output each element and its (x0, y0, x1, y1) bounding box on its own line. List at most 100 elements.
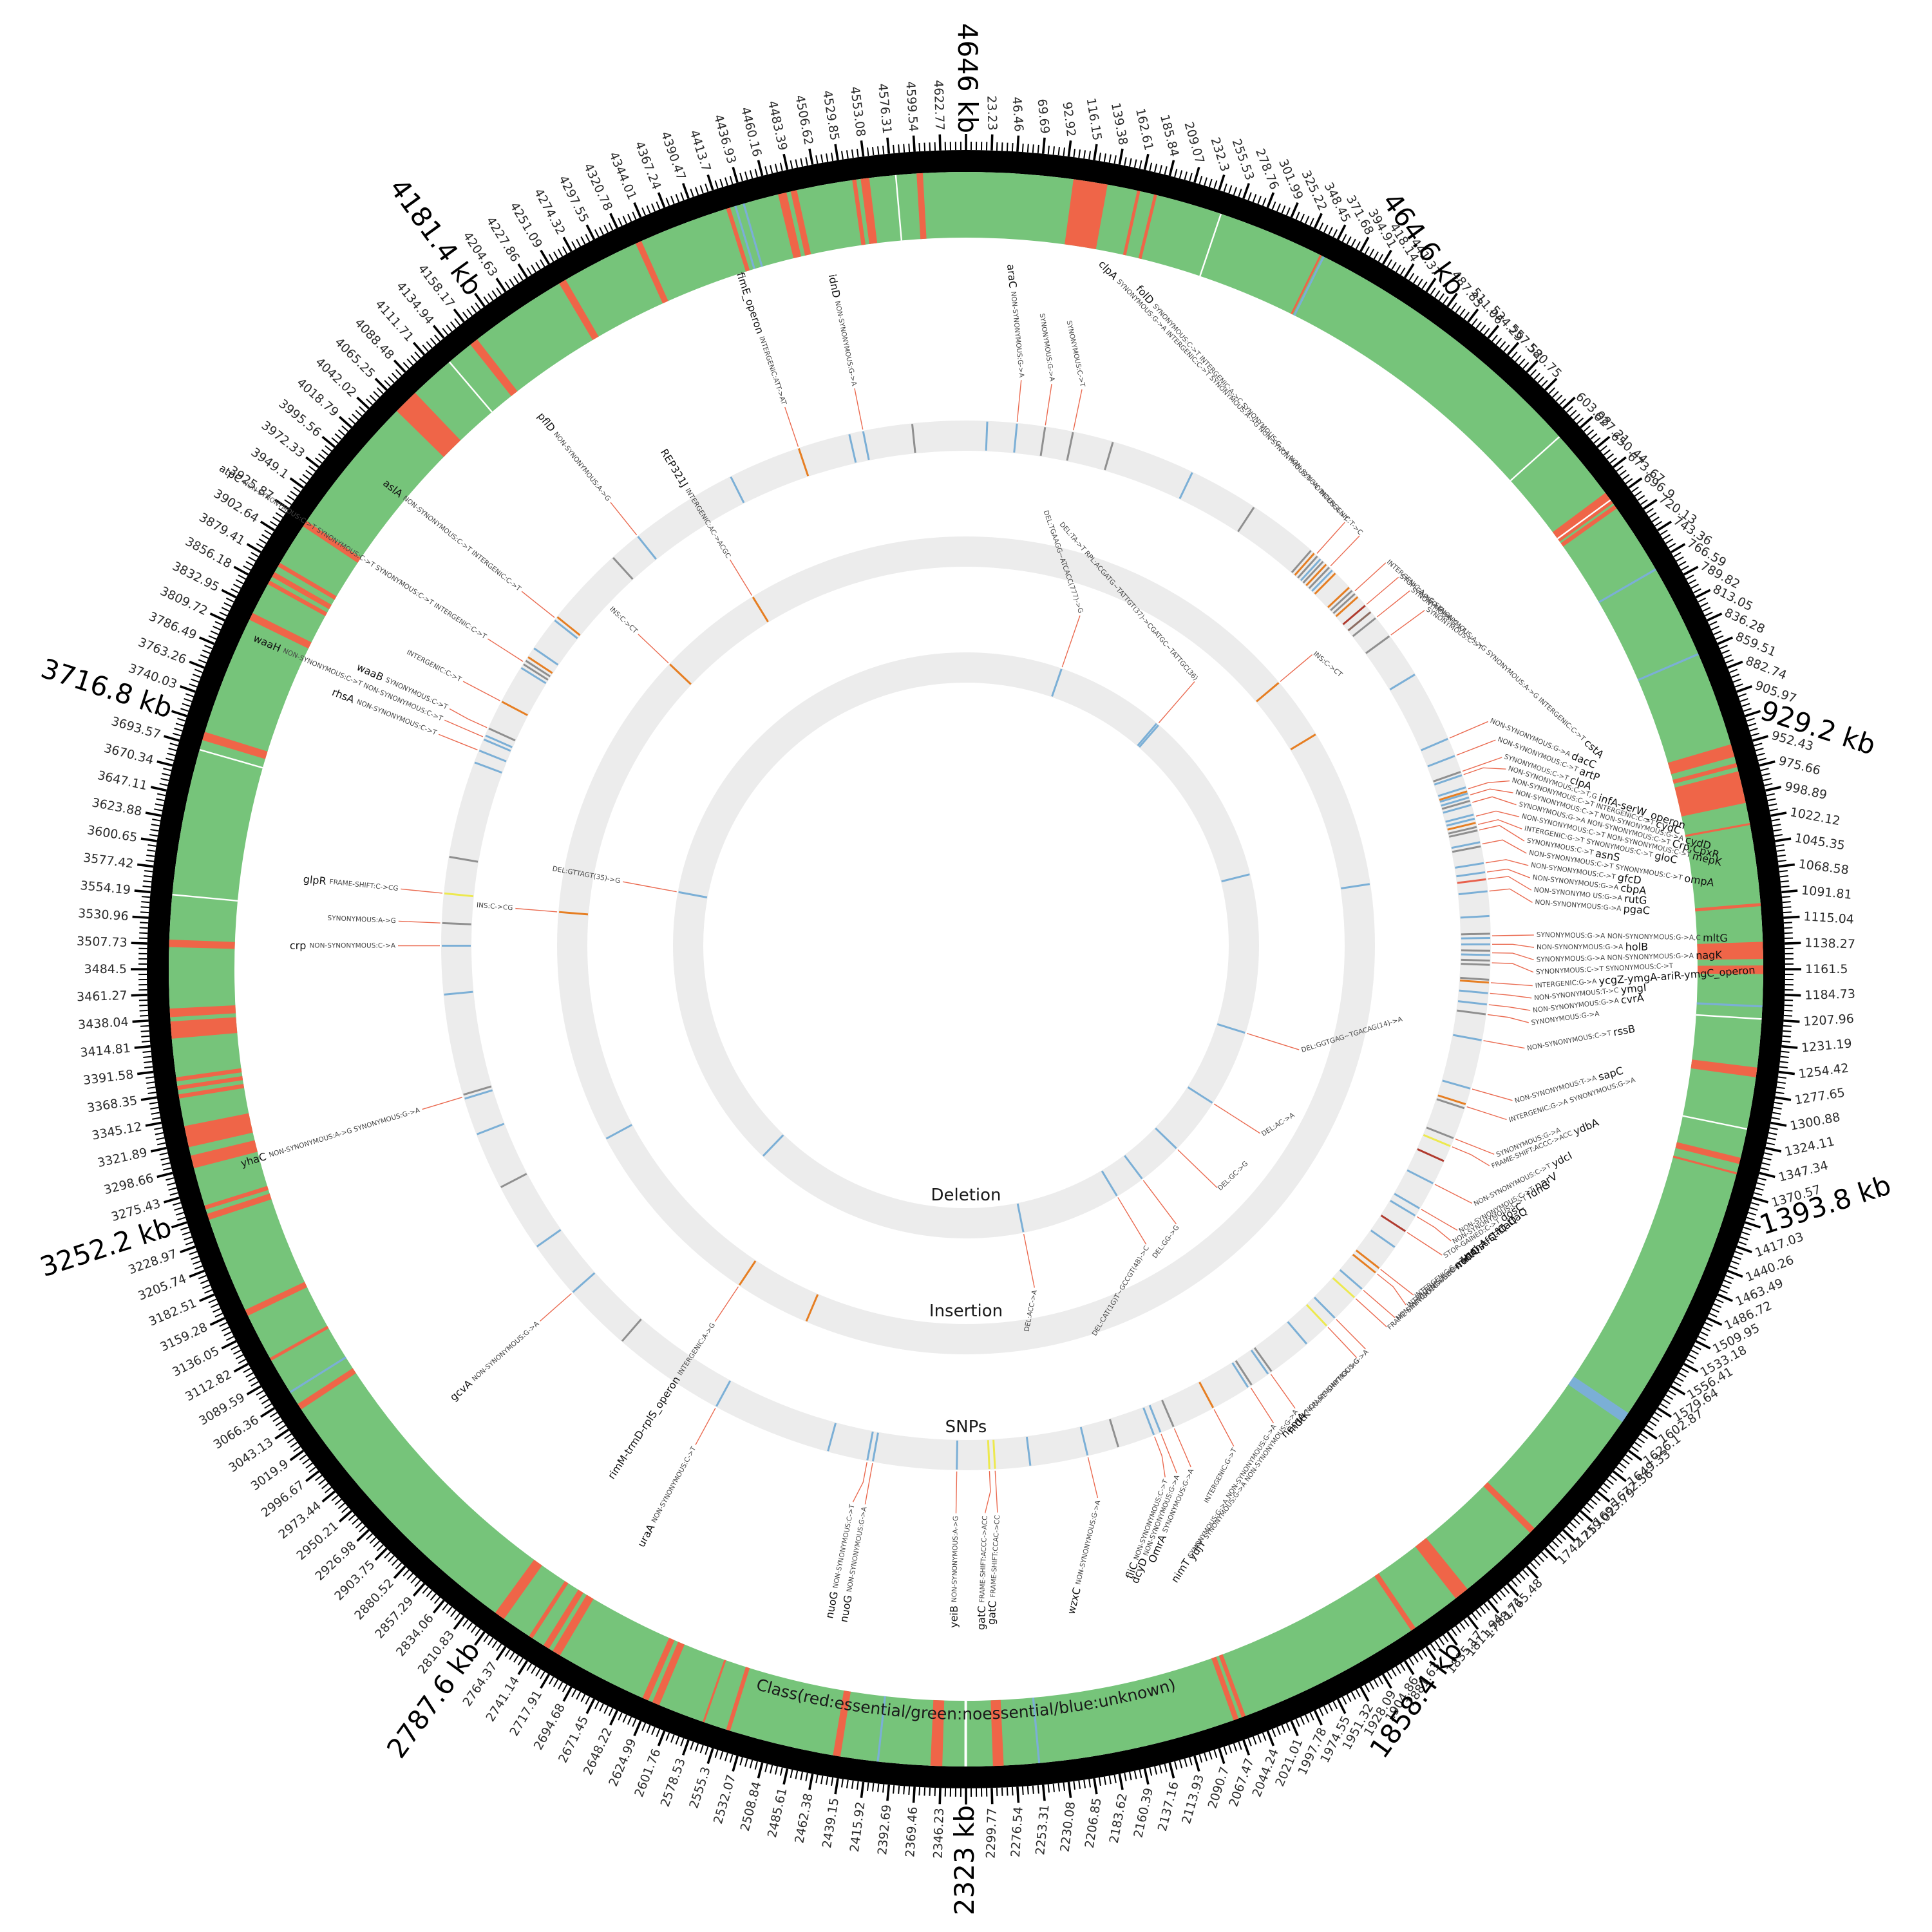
class-segment-essential (1690, 1059, 1757, 1077)
scale-tick-label: 3670.34 (102, 741, 155, 767)
gene-label: FRAME-SHIFT:GCCC->GCC mlc (1384, 1250, 1473, 1332)
annotation-leader (1472, 796, 1517, 806)
scale-tick-label: 4413.7 (687, 128, 714, 173)
scale-tick-label: 2346.23 (931, 1808, 946, 1859)
class-segment-essential (652, 1642, 685, 1705)
class-segment-essential (1211, 1656, 1239, 1721)
class-segment-essential (202, 732, 268, 759)
annotation-leader (695, 1408, 716, 1445)
snp-variant-tick (1313, 1296, 1336, 1319)
snp-variant-tick (1148, 1405, 1162, 1433)
annotation-leader (610, 502, 638, 536)
annotation-leader (1463, 767, 1506, 775)
annotation-leader (1336, 1319, 1366, 1350)
snp-variant-tick (1352, 617, 1376, 638)
scale-tick-label: 3159.28 (158, 1320, 209, 1354)
class-segment-essential (1138, 194, 1157, 260)
scale-tick-label: 2299.77 (983, 1808, 999, 1859)
annotation-leader (1154, 1436, 1166, 1478)
scale-tick-label: 2555.3 (687, 1765, 713, 1810)
scale-tick-label: 1277.65 (1794, 1085, 1846, 1107)
snp-variant-tick (1436, 1098, 1465, 1110)
snp-variant-tick (985, 421, 989, 451)
snp-variant-tick (1423, 1134, 1451, 1148)
deletion-variant-tick (1137, 723, 1158, 746)
annotation-leader (854, 388, 864, 430)
snp-variant-tick (1434, 774, 1463, 786)
annotation-leader (864, 1463, 873, 1505)
snp-variant-tick (612, 557, 634, 580)
snp-variant-tick (1441, 800, 1470, 810)
snp-variant-tick (1437, 786, 1466, 797)
scale-tick-label: 3554.19 (80, 878, 131, 897)
gene-label: mdtK FRAME-SHIFT:GC->G (1285, 1355, 1363, 1436)
class-segment-essential (495, 1559, 542, 1619)
class-segment-essential (529, 1581, 569, 1639)
deletion-variant-tick (678, 891, 708, 898)
scale-tick-label: 2160.39 (1131, 1786, 1156, 1839)
annotation-leader (422, 1097, 462, 1110)
scale-major-label: 3716.8 kb (37, 652, 176, 724)
snp-variant-tick (1314, 573, 1336, 595)
annotation-leader (1246, 1032, 1300, 1050)
annotation-leader (1087, 1457, 1099, 1499)
scale-tick-label: 4622.77 (931, 80, 947, 131)
scale-tick-label: 2439.15 (820, 1797, 842, 1849)
annotation-leader (401, 888, 443, 894)
class-segment-essential (169, 1005, 236, 1018)
scale-tick-label: 232.3 (1208, 135, 1233, 173)
gene-label: yhaC NON-SYNONYMOUS:A->G SYNONYMOUS:G->A (239, 1103, 422, 1169)
snp-variant-tick (1406, 1169, 1434, 1184)
scale-tick-label: 3345.12 (91, 1119, 143, 1142)
scale-tick-label: 2137.16 (1155, 1780, 1181, 1833)
class-segment-unknown (1598, 568, 1656, 603)
class-segment-essential (1674, 771, 1746, 817)
minor-ticks (138, 142, 1794, 1797)
mutation-label: DEL:GC->G (1217, 1160, 1250, 1193)
class-segment-essential (778, 192, 802, 259)
snp-variant-tick (1460, 976, 1490, 981)
annotation-leader (1376, 590, 1410, 618)
scale-tick-label: 1091.81 (1801, 883, 1852, 902)
major-ticks (131, 134, 1801, 1804)
annotation-leader (540, 1293, 572, 1321)
snp-variant-tick (523, 663, 549, 681)
snp-variant-tick (1394, 1193, 1420, 1209)
class-segment-essential (298, 1368, 356, 1410)
variant-ticks (441, 421, 1491, 1470)
snp-variant-tick (1446, 817, 1475, 827)
annotation-leader (1177, 1149, 1218, 1188)
annotation-leader (1485, 859, 1529, 866)
snp-variant-tick (1389, 674, 1416, 690)
snp-variant-tick (1442, 1079, 1471, 1090)
snp-variant-tick (1370, 1229, 1396, 1248)
annotation-leader (1449, 721, 1488, 739)
deletion-variant-tick (762, 1134, 784, 1157)
scale-tick-label: 2253.31 (1033, 1804, 1052, 1855)
scale-tick-label: 2601.76 (632, 1747, 663, 1799)
scale-major-label: 3252.2 kb (36, 1211, 175, 1283)
scale-tick-label: 3577.42 (82, 850, 135, 871)
snp-variant-tick (1302, 560, 1324, 583)
snp-variant-tick (848, 434, 857, 463)
class-ring (169, 172, 1764, 1767)
class-segment-essential (272, 572, 332, 609)
scale-tick-label: 1207.96 (1803, 1011, 1855, 1028)
snp-variant-tick (1305, 564, 1327, 587)
annotation-leader (1475, 810, 1520, 818)
snp-variant-tick (444, 990, 473, 996)
mutation-label: DEL:AC->A (1260, 1111, 1296, 1138)
annotation-leader (1472, 1088, 1513, 1101)
annotation-leader (515, 907, 558, 913)
annotation-leader (1434, 1184, 1473, 1204)
snp-variant-tick (556, 616, 581, 636)
insertion-track-ring (557, 536, 1375, 1354)
class-segment-essential (170, 1017, 238, 1039)
snp-variant-tick (1311, 569, 1333, 592)
scale-tick-label: 1161.5 (1805, 962, 1848, 976)
scale-tick-label: 2067.47 (1226, 1756, 1256, 1808)
scale-tick-label: 1254.42 (1797, 1061, 1850, 1081)
snp-variant-tick (911, 424, 916, 453)
insertion-variant-tick (1341, 883, 1370, 890)
